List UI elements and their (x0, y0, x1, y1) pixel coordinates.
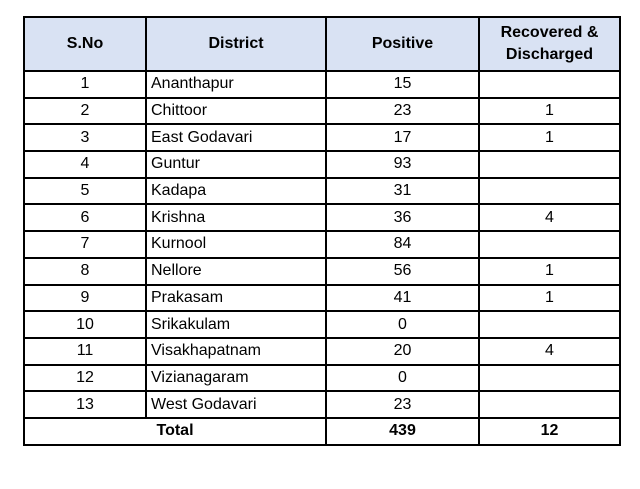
sno-cell: 1 (23, 70, 147, 99)
sno-cell: 11 (23, 336, 147, 366)
positive-cell: 0 (325, 310, 480, 339)
header-positive: Positive (325, 16, 480, 72)
header-recovered-line2: Discharged (505, 46, 594, 63)
recovered-cell (478, 310, 621, 339)
sno-cell: 12 (23, 363, 147, 393)
table-row: 1 Ananthapur 15 (23, 70, 621, 99)
recovered-cell: 4 (478, 203, 621, 233)
recovered-cell (478, 176, 621, 206)
header-district: District (145, 16, 327, 72)
recovered-cell: 1 (478, 96, 621, 126)
recovered-cell: 1 (478, 123, 621, 153)
sno-cell: 5 (23, 176, 147, 206)
recovered-cell: 1 (478, 256, 621, 286)
positive-cell: 23 (325, 390, 480, 419)
positive-cell: 23 (325, 96, 480, 126)
district-cell: Guntur (145, 150, 327, 179)
positive-cell: 41 (325, 283, 480, 313)
district-cell: Chittoor (145, 96, 327, 126)
district-cell: Ananthapur (145, 70, 327, 99)
table-row: 9 Prakasam 41 1 (23, 283, 621, 313)
district-cell: Kadapa (145, 176, 327, 206)
recovered-cell (478, 70, 621, 99)
table-row: 3 East Godavari 17 1 (23, 123, 621, 153)
table-row: 6 Krishna 36 4 (23, 203, 621, 233)
sno-cell: 3 (23, 123, 147, 153)
total-recovered-cell: 12 (478, 416, 621, 446)
total-positive-cell: 439 (325, 416, 480, 446)
sno-cell: 9 (23, 283, 147, 313)
table-row: 2 Chittoor 23 1 (23, 96, 621, 126)
header-recovered-discharged: Recovered & Discharged (478, 16, 621, 72)
positive-cell: 56 (325, 256, 480, 286)
table-row: 4 Guntur 93 (23, 150, 621, 179)
sno-cell: 7 (23, 230, 147, 259)
positive-cell: 84 (325, 230, 480, 259)
positive-cell: 0 (325, 363, 480, 393)
positive-cell: 36 (325, 203, 480, 233)
district-cell: East Godavari (145, 123, 327, 153)
district-cell: Prakasam (145, 283, 327, 313)
header-recovered-line1: Recovered & (500, 24, 599, 41)
recovered-cell (478, 150, 621, 179)
table-row: 11 Visakhapatnam 20 4 (23, 336, 621, 366)
district-cell: West Godavari (145, 390, 327, 419)
sno-cell: 2 (23, 96, 147, 126)
header-sno: S.No (23, 16, 147, 72)
district-cell: Srikakulam (145, 310, 327, 339)
district-cell: Kurnool (145, 230, 327, 259)
table-row: 5 Kadapa 31 (23, 176, 621, 206)
recovered-cell: 4 (478, 336, 621, 366)
positive-cell: 93 (325, 150, 480, 179)
district-cell: Visakhapatnam (145, 336, 327, 366)
positive-cell: 20 (325, 336, 480, 366)
table-row: 7 Kurnool 84 (23, 230, 621, 259)
district-cell: Nellore (145, 256, 327, 286)
recovered-cell (478, 230, 621, 259)
table-row: 8 Nellore 56 1 (23, 256, 621, 286)
sno-cell: 10 (23, 310, 147, 339)
positive-cell: 31 (325, 176, 480, 206)
recovered-cell: 1 (478, 283, 621, 313)
sno-cell: 13 (23, 390, 147, 419)
sno-cell: 8 (23, 256, 147, 286)
total-label-cell: Total (23, 416, 327, 446)
district-cases-table: S.No District Positive Recovered & Disch… (23, 16, 621, 446)
recovered-cell (478, 390, 621, 419)
sno-cell: 4 (23, 150, 147, 179)
table-header: S.No District Positive Recovered & Disch… (23, 16, 621, 72)
total-row: Total 439 12 (23, 416, 621, 446)
district-cell: Vizianagaram (145, 363, 327, 393)
district-cell: Krishna (145, 203, 327, 233)
positive-cell: 15 (325, 70, 480, 99)
recovered-cell (478, 363, 621, 393)
table-row: 13 West Godavari 23 (23, 390, 621, 419)
positive-cell: 17 (325, 123, 480, 153)
header-row: S.No District Positive Recovered & Disch… (23, 16, 621, 72)
table-row: 12 Vizianagaram 0 (23, 363, 621, 393)
table-body: 1 Ananthapur 15 2 Chittoor 23 1 3 East Godavari 1… (23, 70, 621, 446)
table-row: 10 Srikakulam 0 (23, 310, 621, 339)
sno-cell: 6 (23, 203, 147, 233)
